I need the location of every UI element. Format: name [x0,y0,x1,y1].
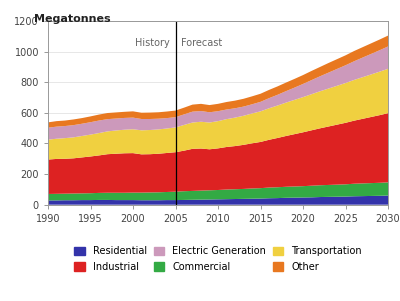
Legend: Residential, Industrial, Electric Generation, Commercial, Transportation, Other: Residential, Industrial, Electric Genera… [74,246,362,272]
Text: Forecast: Forecast [182,38,223,48]
Text: History: History [135,38,170,48]
Text: Megatonnes: Megatonnes [34,14,111,23]
